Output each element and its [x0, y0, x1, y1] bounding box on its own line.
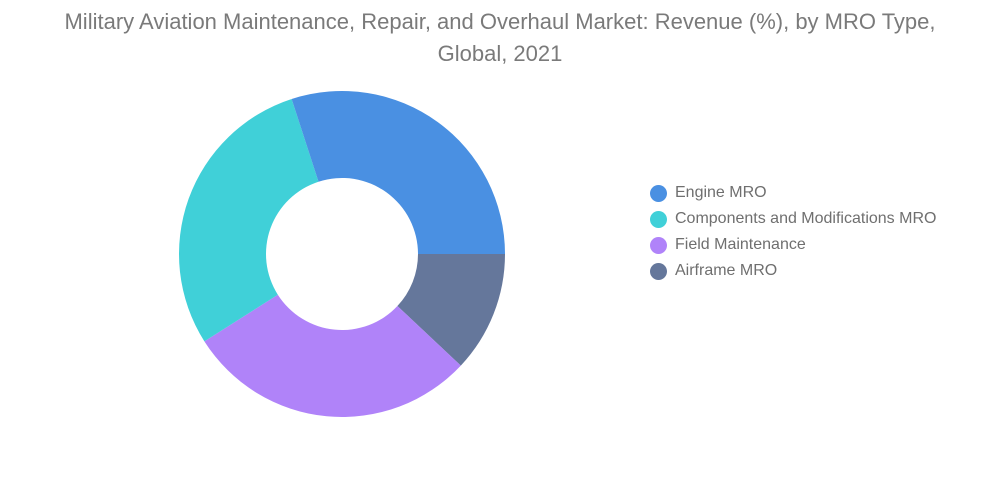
legend-label: Field Maintenance — [675, 236, 806, 253]
legend-label: Components and Modifications MRO — [675, 210, 937, 227]
donut-slice-field-maintenance — [204, 294, 461, 418]
chart-legend: Engine MRO Components and Modifications M… — [650, 182, 950, 286]
legend-swatch — [650, 185, 667, 202]
donut-slice-engine-mro — [291, 90, 505, 254]
legend-item: Airframe MRO — [650, 260, 950, 282]
legend-swatch — [650, 237, 667, 254]
legend-label: Airframe MRO — [675, 262, 778, 279]
legend-item: Components and Modifications MRO — [650, 208, 950, 230]
legend-item: Engine MRO — [650, 182, 950, 204]
chart-title: Military Aviation Maintenance, Repair, a… — [64, 9, 936, 66]
legend-swatch — [650, 263, 667, 280]
legend-label: Engine MRO — [675, 184, 767, 201]
donut-slice-components-and-modifications-mro — [178, 98, 319, 342]
legend-item: Field Maintenance — [650, 234, 950, 256]
legend-swatch — [650, 211, 667, 228]
donut-slice-airframe-mro — [397, 254, 505, 366]
